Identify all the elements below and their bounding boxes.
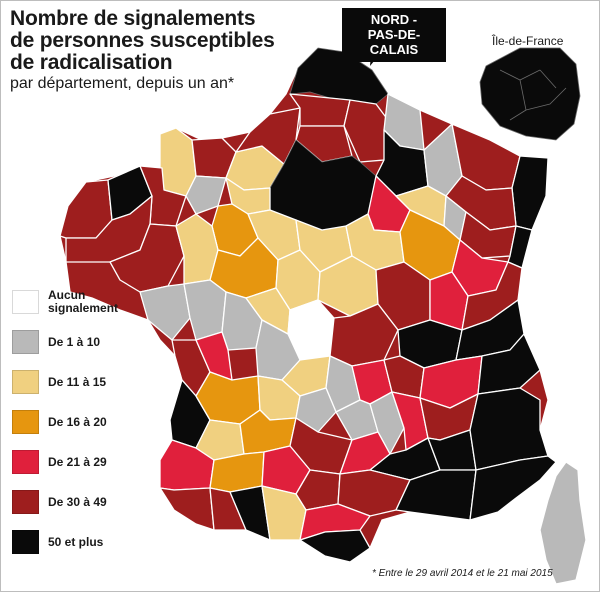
- dep-pyrenees-orientales: [299, 529, 371, 563]
- dep-pyrenees-atlantiques: [159, 487, 215, 531]
- legend-item: De 1 à 10: [12, 324, 162, 360]
- nord-pas-de-calais-callout: NORD - PAS-DE-CALAIS: [342, 8, 446, 62]
- dep-cantal: [295, 387, 337, 433]
- ile-de-france-inset: [479, 47, 581, 141]
- legend-label: De 21 à 29: [48, 454, 107, 469]
- corsica: [539, 461, 587, 585]
- legend-label: 50 et plus: [48, 534, 104, 549]
- title-block: Nombre de signalements de personnes susc…: [10, 8, 310, 93]
- dep-seine-maritime: [235, 107, 301, 165]
- dep-charente: [195, 331, 233, 381]
- legend-label: De 30 à 49: [48, 494, 107, 509]
- legend-swatch: [12, 330, 39, 354]
- legend-item: De 30 à 49: [12, 484, 162, 520]
- legend-swatch: [12, 410, 39, 434]
- map-title: Nombre de signalements de personnes susc…: [10, 7, 275, 74]
- dep-mayenne: [185, 175, 227, 215]
- legend-item: De 11 à 15: [12, 364, 162, 400]
- legend-item: De 16 à 20: [12, 404, 162, 440]
- legend-swatch: [12, 370, 39, 394]
- legend-item: 50 et plus: [12, 524, 162, 560]
- dep-bouches-du-rhone: [395, 469, 477, 521]
- legend: Aucun signalement De 1 à 10 De 11 à 15 D…: [12, 284, 162, 564]
- map-subtitle: par département, depuis un an*: [10, 75, 235, 92]
- dep-bas-rhin: [511, 155, 549, 231]
- legend-item: Aucun signalement: [12, 284, 162, 320]
- legend-swatch: [12, 530, 39, 554]
- legend-label: De 16 à 20: [48, 414, 107, 429]
- dep-ardeche: [369, 391, 405, 455]
- legend-item: De 21 à 29: [12, 444, 162, 480]
- legend-label: De 1 à 10: [48, 334, 101, 349]
- footnote: * Entre le 29 avril 2014 et le 21 mai 20…: [372, 568, 553, 579]
- legend-swatch: [12, 290, 39, 314]
- ile-de-france-label: Île-de-France: [492, 34, 564, 48]
- legend-label: Aucun signalement: [48, 288, 119, 315]
- dep-var: [469, 455, 557, 521]
- legend-label: De 11 à 15: [48, 374, 107, 389]
- legend-swatch: [12, 450, 39, 474]
- legend-swatch: [12, 490, 39, 514]
